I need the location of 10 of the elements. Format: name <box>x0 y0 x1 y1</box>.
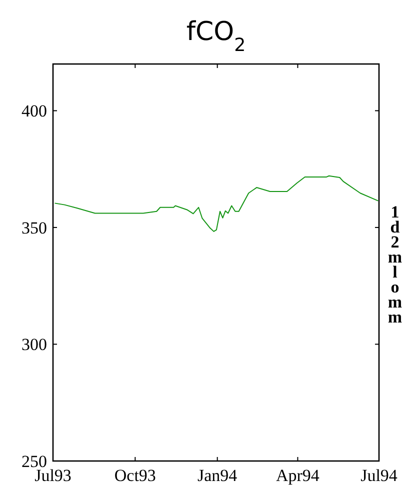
x-tick-label: Oct93 <box>114 466 156 485</box>
y-tick-label: 350 <box>22 218 47 238</box>
y-tick-label: 400 <box>22 102 47 121</box>
y-tick-label: 300 <box>22 335 47 354</box>
chart-title: fCO$_{2}$ <box>186 17 246 56</box>
x-tick-label: Apr94 <box>276 466 320 485</box>
y2-axis-title: 1d2mlomm <box>388 202 402 326</box>
x-tick-label: Jan94 <box>198 466 238 485</box>
line-series <box>54 175 379 232</box>
x-tick-label: Jul94 <box>360 466 398 485</box>
